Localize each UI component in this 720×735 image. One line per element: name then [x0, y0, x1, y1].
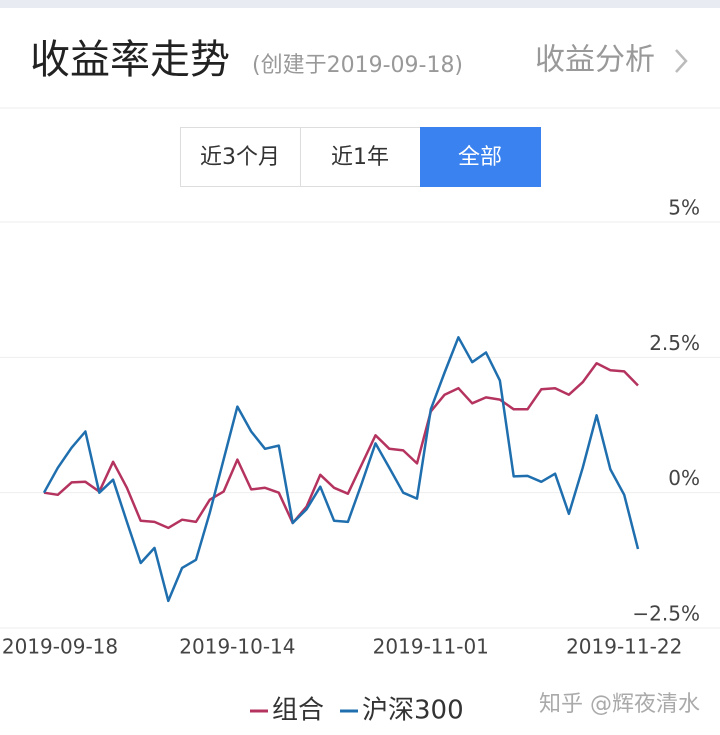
x-tick-label: 2019-11-22: [566, 635, 682, 659]
watermark: 知乎 @辉夜清水: [539, 692, 700, 717]
chevron: [675, 49, 688, 73]
tab-active-bg: [420, 127, 541, 187]
y-tick-label: 5%: [668, 196, 700, 220]
tab[interactable]: 近3个月: [200, 145, 280, 170]
series-line: [42, 336, 640, 603]
y-tick-label: 0%: [668, 466, 700, 490]
top-strip: [0, 0, 720, 8]
legend-label: 沪深300: [362, 696, 464, 726]
analysis-link[interactable]: 收益分析: [535, 43, 655, 78]
series-line: [43, 362, 639, 530]
y-tick-label: 2.5%: [649, 331, 700, 355]
y-tick-label: −2.5%: [632, 602, 700, 626]
title: 收益率走势: [30, 37, 230, 83]
subtitle: (创建于2019-09-18): [252, 53, 463, 78]
legend-label: 组合: [272, 696, 324, 726]
tab[interactable]: 近1年: [331, 145, 389, 170]
x-tick-label: 2019-11-01: [373, 635, 489, 659]
tab-active[interactable]: 全部: [458, 145, 502, 170]
x-tick-label: 2019-10-14: [179, 635, 295, 659]
x-tick-label: 2019-09-18: [2, 635, 118, 659]
